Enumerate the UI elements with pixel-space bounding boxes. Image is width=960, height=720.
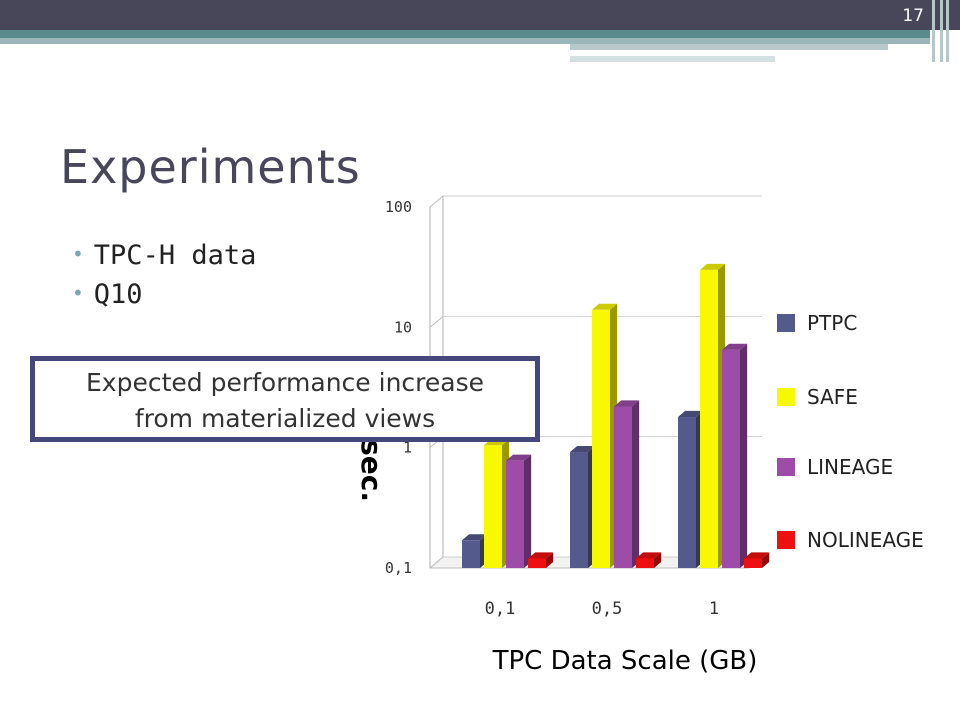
slide-title: Experiments (60, 140, 361, 194)
legend-item-safe: SAFE (777, 385, 858, 409)
legend-item-ptpc: PTPC (777, 311, 857, 335)
bullet-text: TPC-H data (93, 240, 257, 271)
bar-nolineage-2 (636, 552, 662, 568)
bar-nolineage-1 (528, 552, 554, 568)
bar-ptpc-3 (678, 410, 704, 568)
bar-ptpc-1 (462, 534, 488, 568)
bar-lineage-3 (722, 343, 748, 568)
bullet-dot-icon: • (72, 242, 84, 266)
x-tick-label: 0,5 (592, 599, 623, 619)
legend-label: PTPC (807, 311, 857, 335)
header-vertical-line (946, 0, 949, 62)
y-tick-label: 1 (403, 439, 412, 457)
bar-lineage-2 (614, 400, 640, 568)
bullet-list: • TPC-H data • Q10 (72, 240, 256, 318)
header-stripe-light (0, 38, 930, 44)
bar-lineage-1 (506, 454, 532, 568)
header-accent-line (570, 44, 888, 50)
y-tick-label: 0,1 (385, 559, 412, 577)
header-accent-line-short (570, 56, 775, 62)
gridline (429, 315, 444, 328)
header-vertical-line (940, 0, 943, 62)
x-tick-label: 1 (709, 599, 719, 619)
bullet-item: • TPC-H data (72, 240, 256, 271)
y-tick-label: 100 (385, 198, 412, 216)
legend-label: SAFE (807, 385, 858, 409)
callout-box: Expected performance increase from mater… (30, 356, 540, 442)
callout-line-2: from materialized views (134, 404, 436, 433)
y-tick-label: 10 (394, 318, 412, 336)
legend-item-nolineage: NOLINEAGE (777, 528, 924, 552)
legend-swatch (777, 388, 795, 406)
legend-label: NOLINEAGE (807, 528, 924, 552)
legend-swatch (777, 458, 795, 476)
header-stripe (0, 30, 930, 38)
legend-label: LINEAGE (807, 455, 893, 479)
x-tick-label: 0,1 (485, 599, 516, 619)
bar-safe-1 (484, 439, 510, 568)
bullet-text: Q10 (93, 279, 143, 310)
legend-swatch (777, 531, 795, 549)
gridline (429, 195, 444, 208)
page-number: 17 (902, 6, 924, 26)
bar-ptpc-2 (570, 445, 596, 568)
header-bar (0, 0, 960, 30)
gridline (429, 556, 444, 569)
bar-nolineage-3 (744, 552, 770, 568)
header-vertical-line (932, 0, 935, 62)
bullet-dot-icon: • (72, 281, 84, 305)
callout-line-1: Expected performance increase (85, 368, 484, 397)
bullet-item: • Q10 (72, 279, 256, 310)
bar-safe-3 (700, 263, 726, 568)
x-axis-label: TPC Data Scale (GB) (492, 646, 758, 676)
legend-swatch (777, 314, 795, 332)
bar-safe-2 (592, 303, 618, 568)
legend-item-lineage: LINEAGE (777, 455, 893, 479)
